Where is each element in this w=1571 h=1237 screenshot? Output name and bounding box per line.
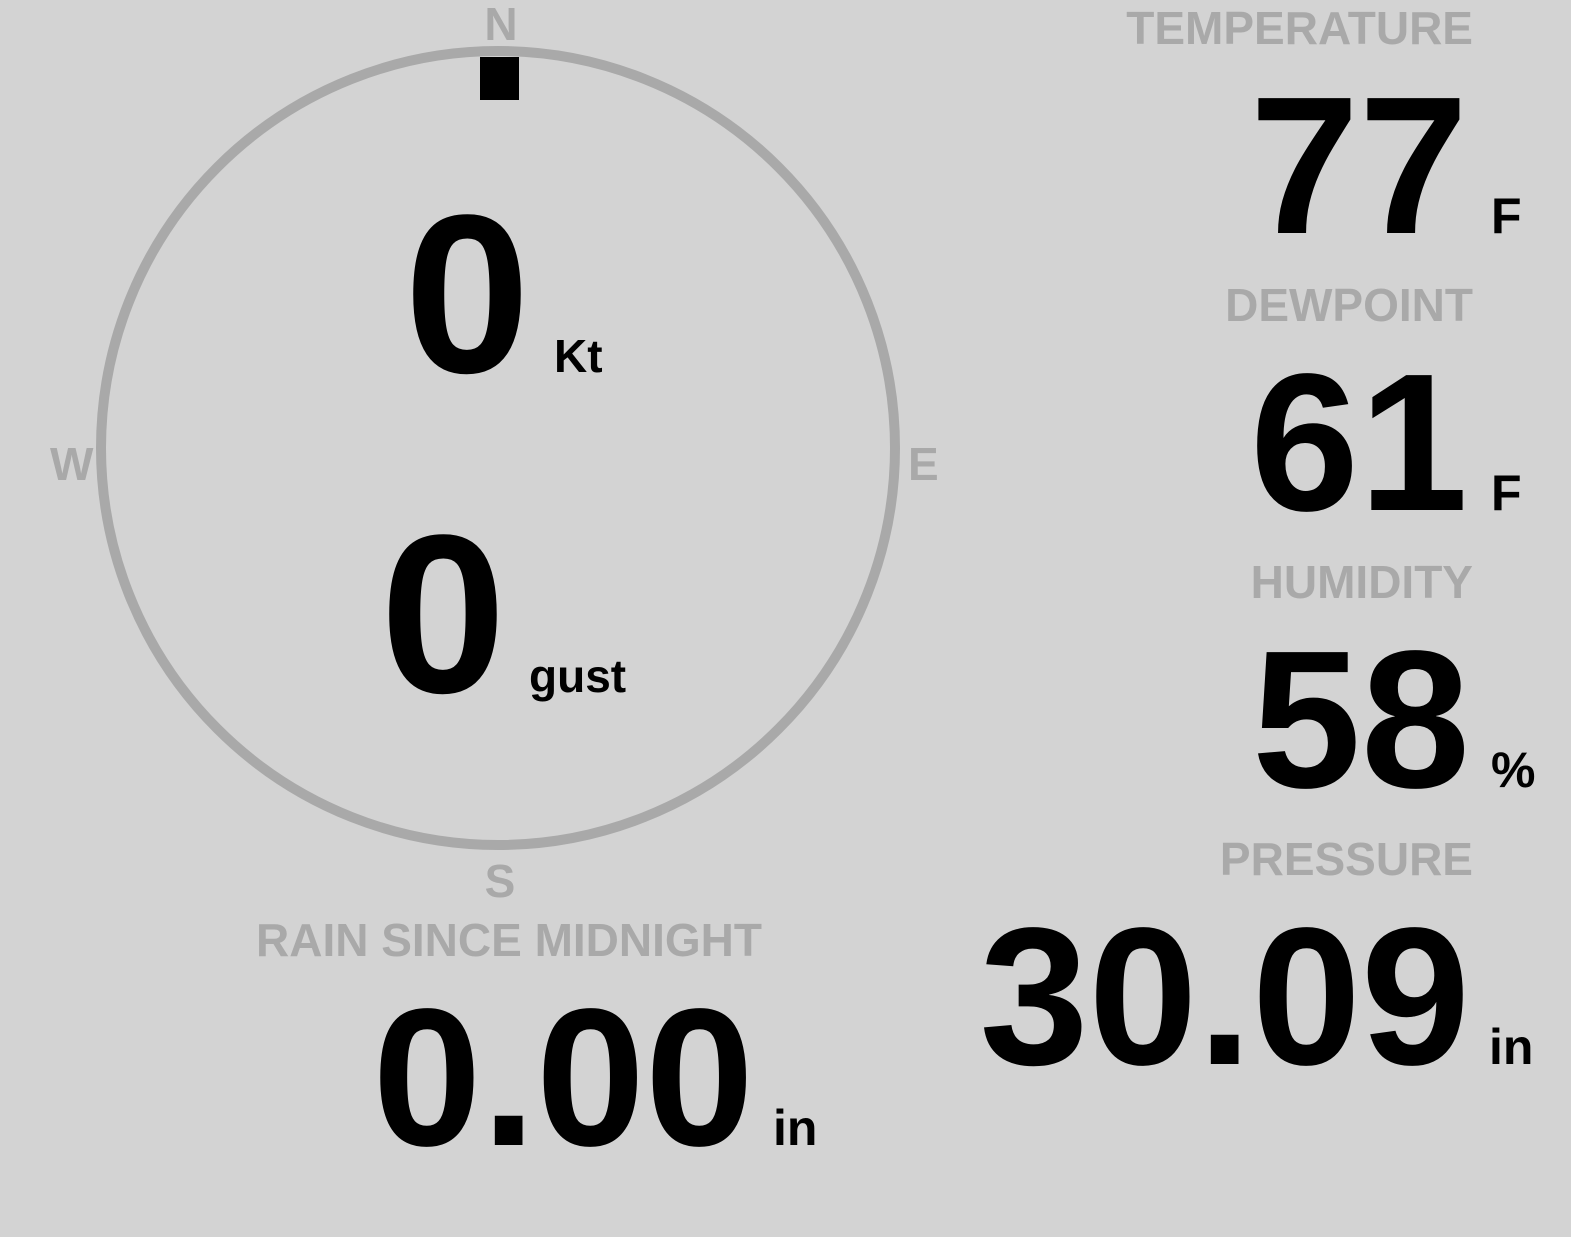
gust-value: 0 <box>380 487 506 740</box>
rain-value: 0.00 <box>373 968 754 1187</box>
temperature-unit: F <box>1491 188 1522 244</box>
gust-unit: gust <box>529 650 626 702</box>
compass-ring <box>96 46 900 850</box>
pressure-label: PRESSURE <box>1220 833 1473 885</box>
pressure-unit: in <box>1489 1019 1533 1075</box>
wind-speed-unit: Kt <box>554 330 603 382</box>
rain-label: RAIN SINCE MIDNIGHT <box>256 914 762 966</box>
temperature-panel: TEMPERATURE 77 F <box>1126 2 1521 275</box>
rain-unit: in <box>773 1100 817 1156</box>
wind-speed-value: 0 <box>404 167 530 420</box>
compass-west-label: W <box>50 438 94 490</box>
compass-north-label: N <box>484 0 517 50</box>
compass-east-label: E <box>908 438 939 490</box>
humidity-label: HUMIDITY <box>1251 556 1473 608</box>
pressure-value: 30.09 <box>980 887 1470 1106</box>
compass-south-label: S <box>485 855 516 907</box>
temperature-label: TEMPERATURE <box>1126 2 1473 54</box>
dewpoint-panel: DEWPOINT 61 F <box>1225 279 1521 552</box>
temperature-value: 77 <box>1250 56 1468 275</box>
pressure-panel: PRESSURE 30.09 in <box>980 833 1534 1106</box>
humidity-unit: % <box>1491 742 1535 798</box>
wind-direction-marker <box>480 57 519 100</box>
dewpoint-label: DEWPOINT <box>1225 279 1473 331</box>
humidity-value: 58 <box>1252 610 1470 829</box>
rain-panel: RAIN SINCE MIDNIGHT 0.00 in <box>256 914 817 1187</box>
dewpoint-value: 61 <box>1250 333 1468 552</box>
wind-compass: N E S W 0 Kt 0 gust <box>50 0 939 907</box>
humidity-panel: HUMIDITY 58 % <box>1251 556 1536 829</box>
dewpoint-unit: F <box>1491 465 1522 521</box>
